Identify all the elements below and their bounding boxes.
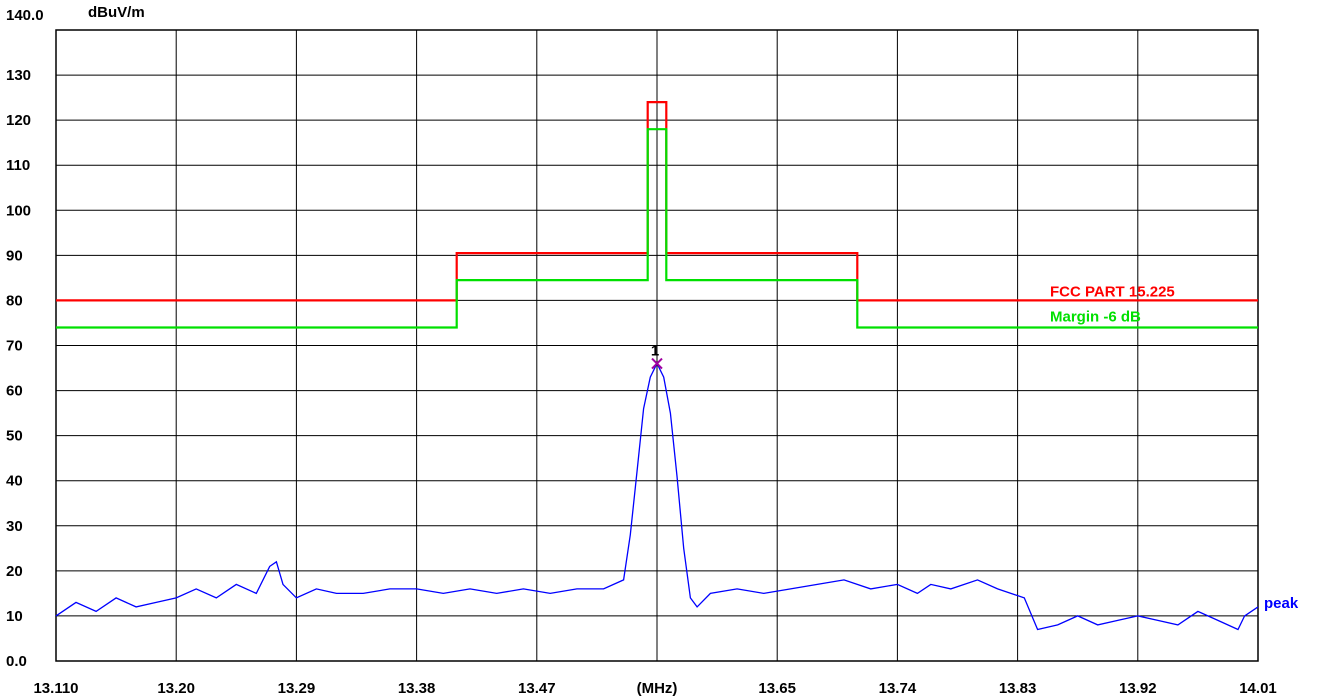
y-tick-label: 50 xyxy=(6,428,23,445)
series-label-margin: Margin -6 dB xyxy=(1050,308,1141,325)
y-tick-label: 40 xyxy=(6,473,23,490)
y-tick-label: 120 xyxy=(6,112,31,129)
y-tick-label: 70 xyxy=(6,338,23,355)
x-tick-label: 13.65 xyxy=(758,680,796,697)
x-tick-label: 13.110 xyxy=(33,680,78,697)
y-tick-label: 20 xyxy=(6,563,23,580)
y-tick-label: 30 xyxy=(6,518,23,535)
y-tick-label: 10 xyxy=(6,608,23,625)
chart-series xyxy=(55,100,1259,631)
y-axis-unit-label: dBuV/m xyxy=(88,4,145,21)
chart-axes: 13.110 13.20 13.29 13.38 13.47 (MHz) 13.65 13.7… xyxy=(6,4,1277,697)
x-tick-label: 13.83 xyxy=(999,680,1037,697)
y-tick-label: 90 xyxy=(6,247,23,264)
x-tick-label: 13.20 xyxy=(157,680,195,697)
x-tick-label: 13.38 xyxy=(398,680,436,697)
x-tick-label: 13.29 xyxy=(278,680,316,697)
x-tick-label: 14.01 xyxy=(1239,680,1277,697)
series-line-peak xyxy=(55,362,1259,631)
chart-labels: FCC PART 15.225 Margin -6 dB peak 1 xyxy=(651,283,1299,611)
marker-cross xyxy=(651,357,663,370)
y-tick-label: 100 xyxy=(6,202,31,219)
series-label-peak: peak xyxy=(1264,595,1299,612)
x-tick-label: (MHz) xyxy=(637,680,678,697)
y-tick-label: 130 xyxy=(6,67,31,84)
y-tick-label: 80 xyxy=(6,292,23,309)
series-line-fcc-part-15-225 xyxy=(56,100,1258,302)
series-label-fcc-limit: FCC PART 15.225 xyxy=(1050,283,1175,300)
y-axis-top-label: 140.0 xyxy=(6,7,44,24)
y-tick-label: 0.0 xyxy=(6,653,27,670)
marker-label: 1 xyxy=(651,343,659,360)
y-tick-label: 110 xyxy=(6,157,30,174)
series-line-margin-6-db xyxy=(56,128,1258,329)
y-tick-label: 60 xyxy=(6,383,23,400)
x-tick-label: 13.92 xyxy=(1119,680,1157,697)
x-tick-label: 13.47 xyxy=(518,680,556,697)
x-tick-label: 13.74 xyxy=(879,680,917,697)
